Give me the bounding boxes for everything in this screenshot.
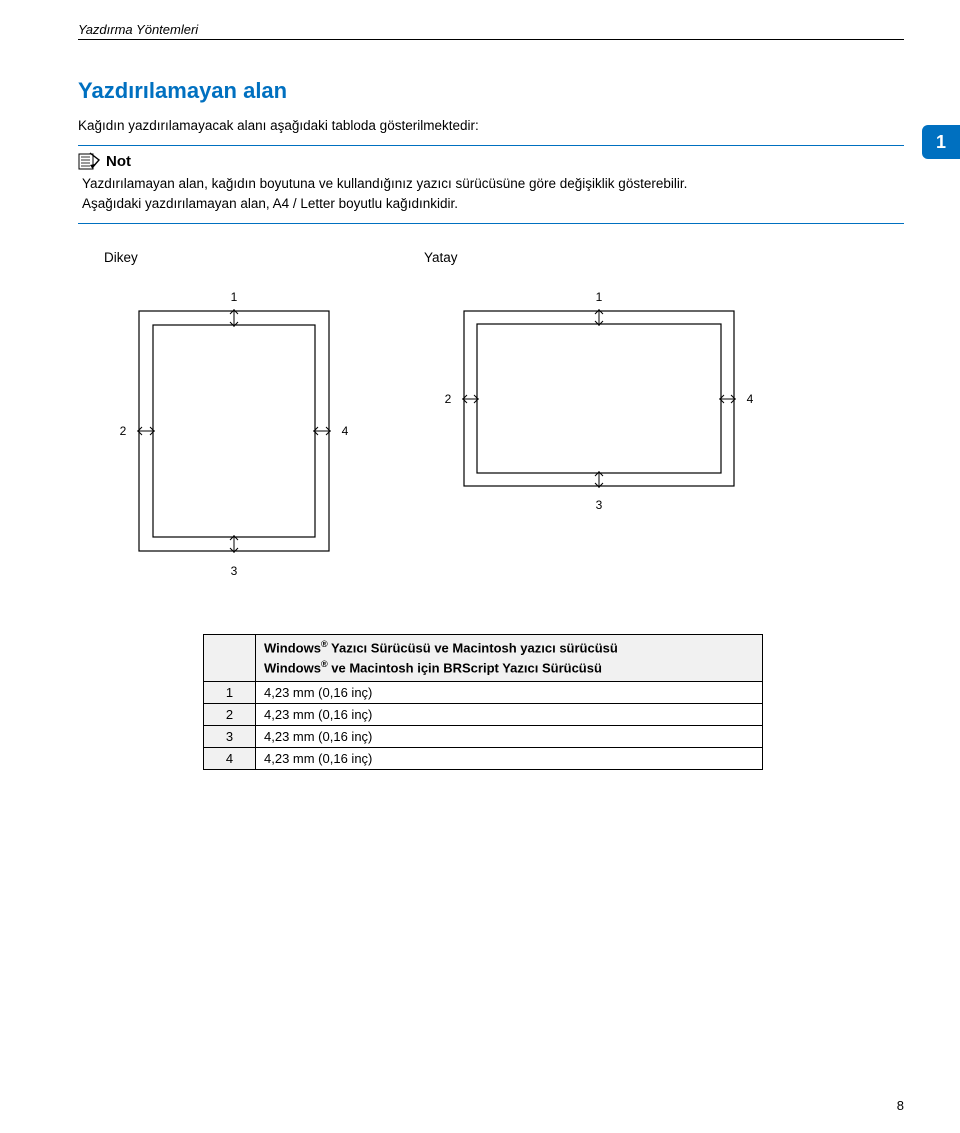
table-row: 2 4,23 mm (0,16 inç) — [204, 703, 763, 725]
note-icon — [78, 152, 100, 170]
note-line-2: Aşağıdaki yazdırılamayan alan, A4 / Lett… — [82, 194, 904, 214]
table-row-num: 2 — [204, 703, 256, 725]
chapter-tab: 1 — [922, 125, 960, 159]
table-row-num: 1 — [204, 681, 256, 703]
table-row-num: 4 — [204, 747, 256, 769]
table-row: 4 4,23 mm (0,16 inç) — [204, 747, 763, 769]
note-heading: Not — [106, 153, 131, 170]
breadcrumb: Yazdırma Yöntemleri — [78, 22, 904, 37]
portrait-label-top: 1 — [231, 290, 238, 304]
diagram-landscape: Yatay — [424, 250, 774, 608]
note-rule-bottom — [78, 223, 904, 224]
diagram-landscape-title: Yatay — [424, 250, 774, 265]
table-corner — [204, 635, 256, 682]
portrait-label-left: 2 — [120, 424, 127, 438]
intro-text: Kağıdın yazdırılamayacak alanı aşağıdaki… — [78, 118, 904, 133]
diagram-portrait: Dikey — [104, 250, 364, 608]
page-title: Yazdırılamayan alan — [78, 78, 904, 104]
page-number: 8 — [897, 1098, 904, 1113]
header-divider — [78, 39, 904, 40]
portrait-label-right: 4 — [342, 424, 349, 438]
diagram-portrait-title: Dikey — [104, 250, 364, 265]
table-row: 1 4,23 mm (0,16 inç) — [204, 681, 763, 703]
landscape-label-right: 4 — [747, 392, 754, 406]
note-line-1: Yazdırılamayan alan, kağıdın boyutuna ve… — [82, 174, 904, 194]
portrait-label-bottom: 3 — [231, 564, 238, 578]
landscape-label-left: 2 — [445, 392, 452, 406]
table-row-num: 3 — [204, 725, 256, 747]
landscape-label-top: 1 — [596, 290, 603, 304]
margins-table: Windows® Yazıcı Sürücüsü ve Macintosh ya… — [203, 634, 763, 770]
table-header: Windows® Yazıcı Sürücüsü ve Macintosh ya… — [256, 635, 763, 682]
diagram-landscape-svg: 1 2 4 3 — [424, 283, 774, 543]
table-row-val: 4,23 mm (0,16 inç) — [256, 703, 763, 725]
table-row-val: 4,23 mm (0,16 inç) — [256, 725, 763, 747]
landscape-label-bottom: 3 — [596, 498, 603, 512]
note-rule-top — [78, 145, 904, 146]
table-row-val: 4,23 mm (0,16 inç) — [256, 747, 763, 769]
note-box: Not Yazdırılamayan alan, kağıdın boyutun… — [78, 145, 904, 224]
table-row: 3 4,23 mm (0,16 inç) — [204, 725, 763, 747]
table-row-val: 4,23 mm (0,16 inç) — [256, 681, 763, 703]
diagram-portrait-svg: 1 2 4 3 — [104, 283, 364, 603]
